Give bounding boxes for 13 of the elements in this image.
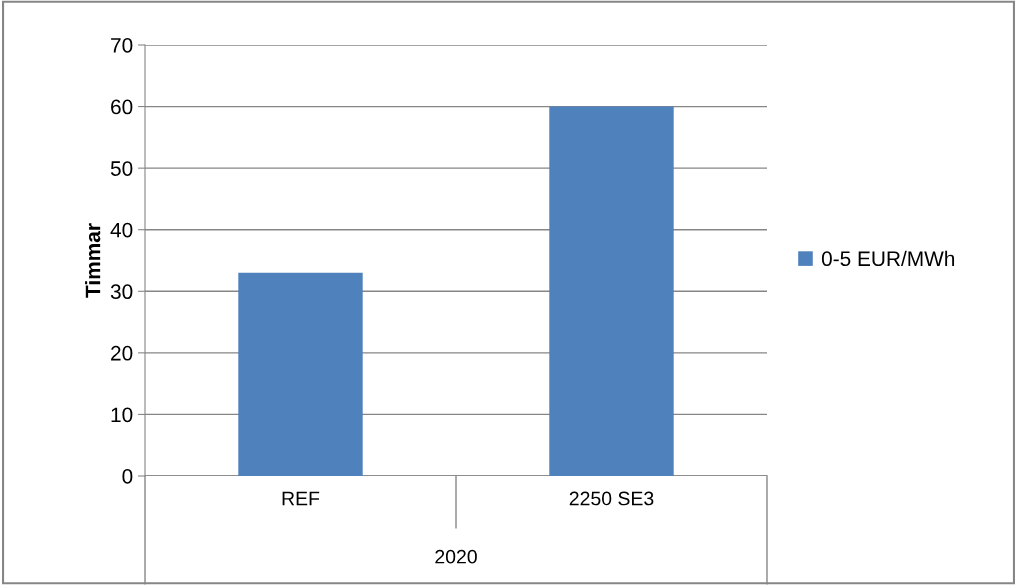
y-tick-label: 50 (110, 161, 133, 176)
x-axis-title: 2020 (435, 549, 477, 564)
y-axis-title: Timmar (85, 223, 101, 298)
y-tick-label: 30 (110, 284, 133, 300)
y-tick-label: 40 (110, 222, 133, 238)
legend-label: 0-5 EUR/MWh (821, 250, 955, 267)
y-tick-label: 60 (111, 99, 133, 115)
y-tick-label: 20 (111, 345, 133, 361)
y-tick-label: 0 (122, 469, 133, 484)
x-tick-label: REF (282, 491, 320, 506)
y-tick-label: 70 (111, 38, 133, 53)
y-tick-label: 10 (111, 407, 133, 423)
x-tick-label: 2250 SE3 (569, 491, 654, 506)
